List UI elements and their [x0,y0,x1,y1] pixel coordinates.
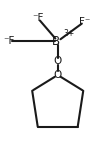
Text: ⁻F: ⁻F [3,36,15,46]
Text: B: B [52,35,60,48]
Text: ⁻F: ⁻F [32,13,43,23]
Text: F⁻: F⁻ [79,17,90,27]
Text: O: O [54,70,62,80]
Text: O: O [54,57,62,66]
Text: 3+: 3+ [64,28,75,38]
